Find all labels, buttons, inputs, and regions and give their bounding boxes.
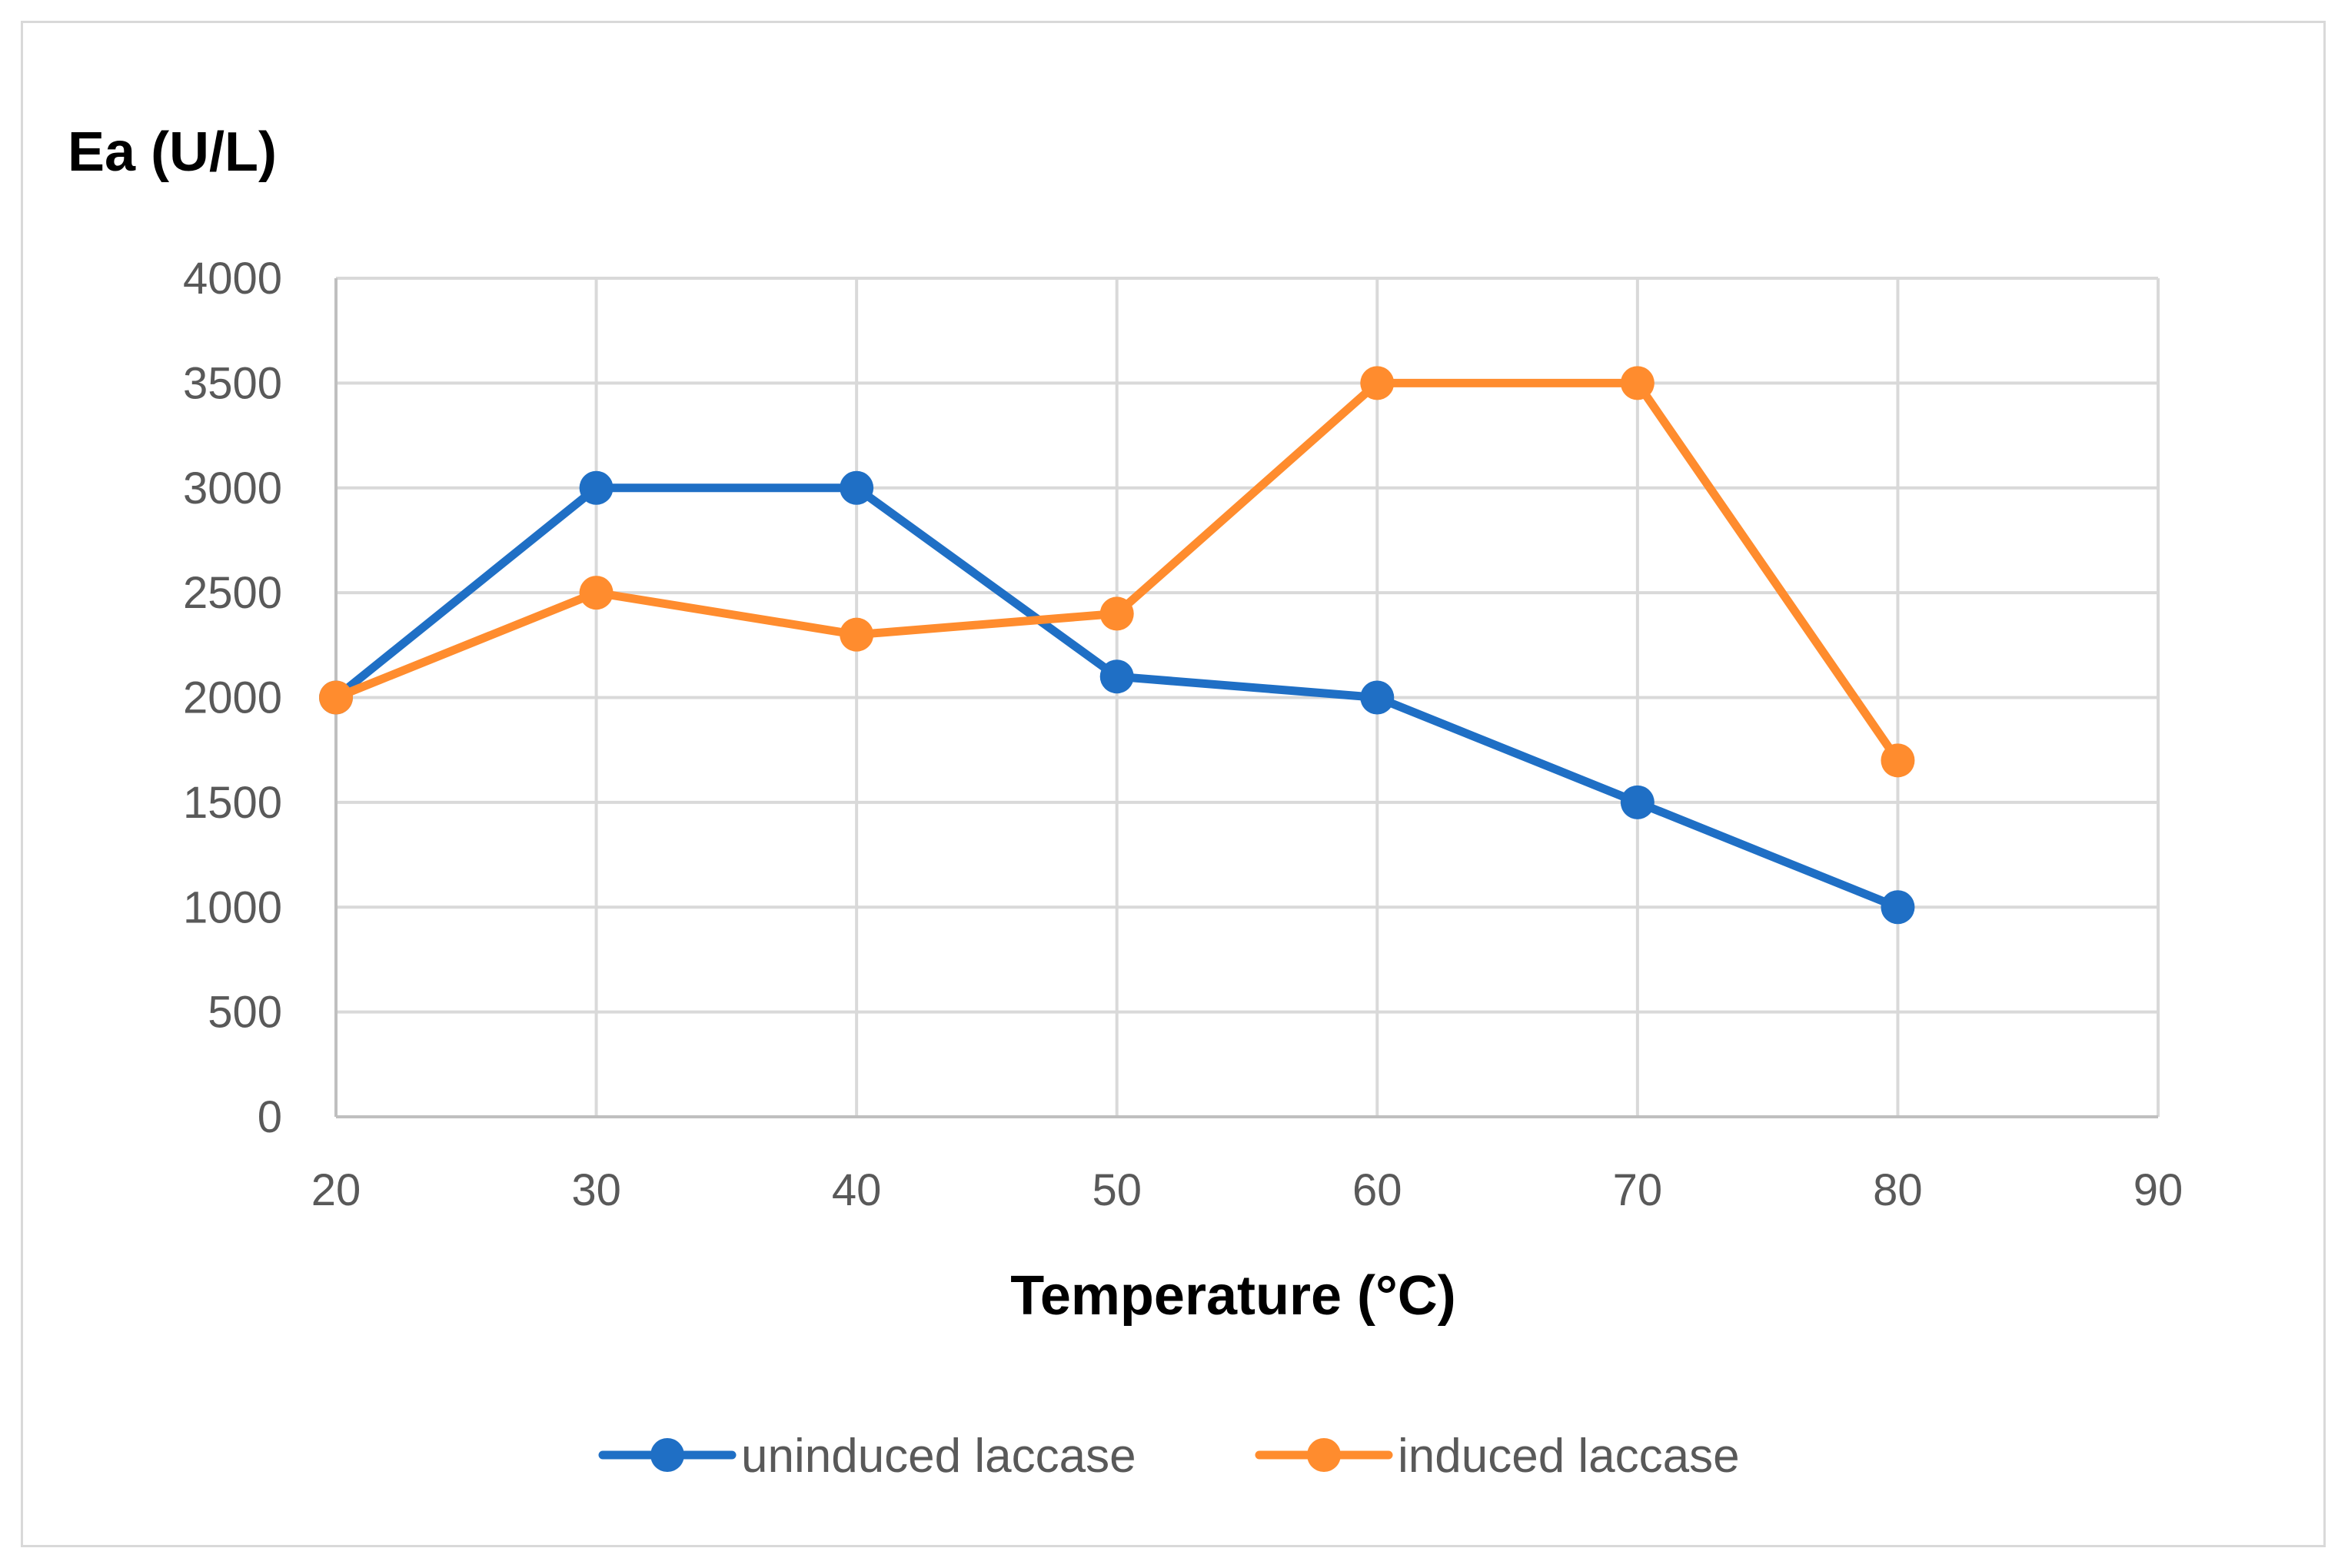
x-tick-label: 20 — [311, 1165, 361, 1215]
chart-frame — [21, 21, 2326, 1547]
x-tick-label: 80 — [1873, 1165, 1923, 1215]
data-point — [1099, 659, 1134, 694]
x-tick-label: 90 — [2133, 1165, 2183, 1215]
y-tick-label: 3500 — [183, 358, 282, 408]
data-point — [1620, 366, 1655, 400]
legend: uninduced laccase induced laccase — [598, 1430, 1740, 1483]
y-tick-label: 3000 — [183, 463, 282, 513]
legend-entry: uninduced laccase — [598, 1430, 1136, 1483]
y-tick-label: 1000 — [183, 882, 282, 932]
legend-entry: induced laccase — [1255, 1430, 1740, 1483]
tick-labels: 0 500 1000 1500 2000 2500 3000 3500 4000 20 30 40 50… — [183, 254, 2183, 1215]
y-tick-label: 2500 — [183, 568, 282, 618]
data-point — [1620, 785, 1655, 819]
data-point — [840, 617, 874, 652]
series — [319, 366, 1915, 925]
y-tick-label: 2000 — [183, 673, 282, 723]
data-point — [1360, 366, 1395, 400]
y-tick-label: 0 — [258, 1092, 282, 1142]
y-tick-label: 4000 — [183, 254, 282, 304]
legend-marker — [1307, 1438, 1341, 1472]
grid-lines — [336, 277, 2160, 1117]
data-point — [579, 576, 614, 610]
y-tick-label: 500 — [208, 988, 282, 1038]
series-induced-laccase — [319, 366, 1915, 778]
x-tick-label: 70 — [1613, 1165, 1663, 1215]
x-axis-title: Temperature (°C) — [1010, 1265, 1456, 1327]
data-point — [1360, 680, 1395, 715]
data-point — [1881, 743, 1915, 778]
data-point — [319, 680, 353, 715]
data-point — [840, 470, 874, 505]
x-tick-label: 40 — [832, 1165, 882, 1215]
legend-label: induced laccase — [1398, 1430, 1740, 1483]
x-tick-label: 60 — [1352, 1165, 1402, 1215]
data-point — [1099, 596, 1134, 631]
y-axis-title: Ea (U/L) — [68, 121, 277, 183]
y-tick-label: 1500 — [183, 778, 282, 828]
legend-label: uninduced laccase — [741, 1430, 1136, 1483]
x-tick-label: 30 — [571, 1165, 621, 1215]
data-point — [579, 470, 614, 505]
x-tick-label: 50 — [1092, 1165, 1142, 1215]
legend-marker — [650, 1438, 684, 1472]
data-point — [1881, 890, 1915, 925]
